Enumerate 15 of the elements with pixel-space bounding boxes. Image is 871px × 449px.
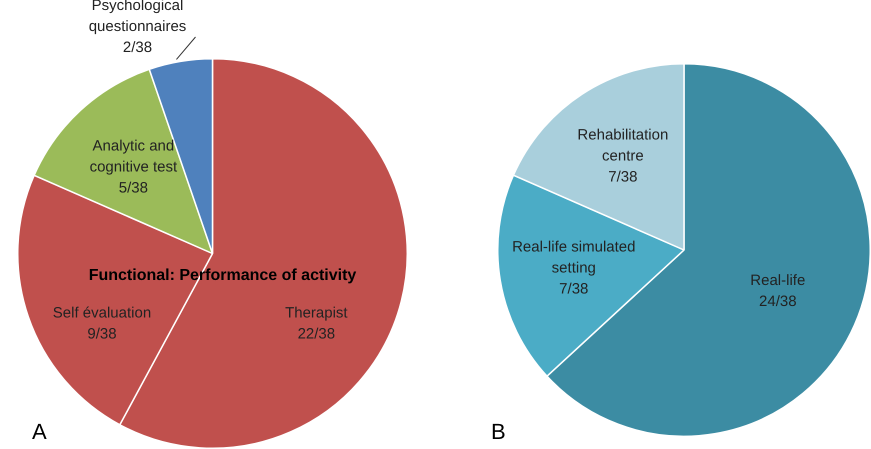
slice-label: Real-life simulated setting [512,238,636,277]
slice-label: Rehabilitation centre [577,126,668,165]
text: B [491,419,506,444]
slice-label: Real-life [750,272,806,289]
data-label: 24/38 [759,292,797,310]
data-label: 7/38 [608,168,638,186]
data-label: 22/38 [298,326,336,343]
slice-label: Therapist [285,304,348,322]
text: A [32,419,47,444]
data-label: 5/38 [118,180,148,197]
data-label: 2/38 [122,39,152,56]
data-label: 7/38 [559,280,588,298]
slice-label: Self évaluation [52,304,152,322]
slice-label: Analytic and cognitive test [90,138,178,176]
data-label: 9/38 [87,326,117,343]
